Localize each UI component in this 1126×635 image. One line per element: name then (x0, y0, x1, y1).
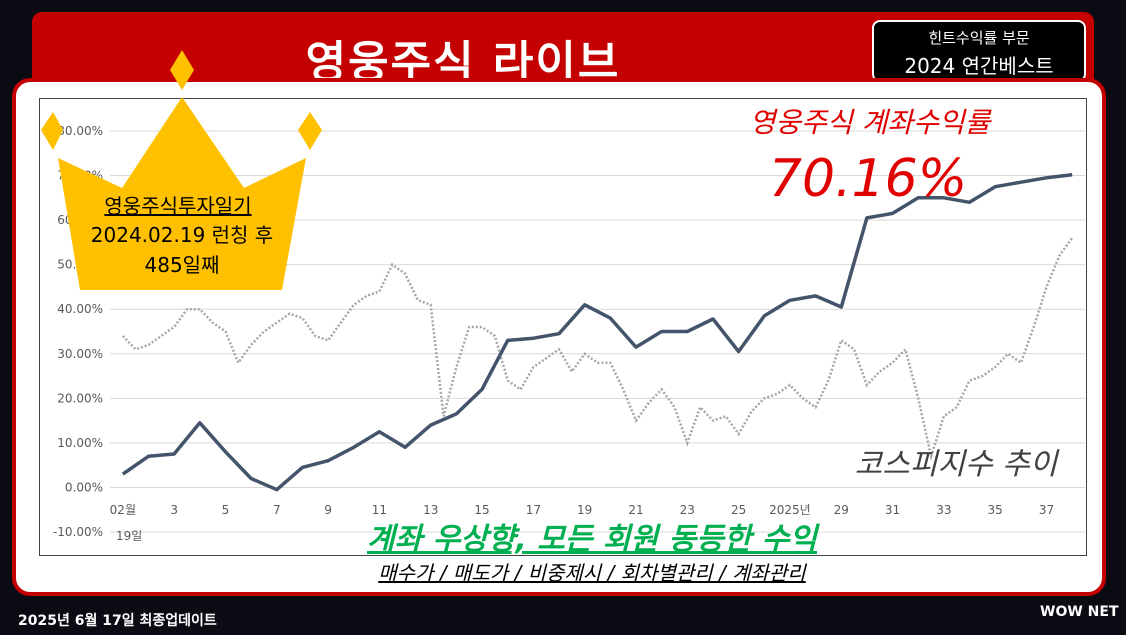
chart-gridlines (110, 130, 1085, 533)
wownet-logo: WOW NET (1040, 604, 1119, 620)
crown-launch-date: 2024.02.19 런칭 후 (91, 223, 273, 247)
crown-gem-left (41, 112, 63, 150)
x-tick-label: 23 (680, 503, 695, 517)
x-tick-label: 02월 (110, 503, 136, 517)
logo-text: WOW NET (1040, 604, 1119, 620)
x-axis-sublabel: 19일 (116, 529, 142, 543)
y-tick-label: 0.00% (65, 480, 103, 494)
x-tick-label: 37 (1039, 503, 1054, 517)
y-tick-label: 80.00% (57, 124, 103, 138)
x-tick-label: 9 (324, 503, 332, 517)
x-tick-label: 13 (423, 503, 438, 517)
crown-day-count: 485일째 (145, 253, 220, 277)
crown-graphic: 영웅주식투자일기 2024.02.19 런칭 후 485일째 (41, 50, 322, 290)
x-tick-label: 2025년 (769, 503, 811, 517)
y-tick-label: 10.00% (57, 436, 103, 450)
x-tick-label: 29 (834, 503, 849, 517)
crown-gem-center (170, 50, 194, 90)
kospi-series-line (121, 237, 1074, 462)
x-tick-label: 19 (577, 503, 592, 517)
x-tick-label: 5 (222, 503, 230, 517)
return-label: 영웅주식 계좌수익률 (750, 106, 993, 139)
crown-title: 영웅주식투자일기 (104, 194, 251, 218)
y-tick-label: 40.00% (57, 302, 103, 316)
award-badge-category: 힌트수익률 부문 (928, 29, 1030, 47)
x-tick-label: 7 (273, 503, 281, 517)
y-tick-label: 30.00% (57, 347, 103, 361)
x-tick-label: 17 (526, 503, 541, 517)
award-badge: 힌트수익률 부문 2024 연간베스트 (872, 20, 1086, 82)
update-date-footer: 2025년 6월 17일 최종업데이트 (18, 613, 217, 629)
x-tick-label: 33 (936, 503, 951, 517)
slogan: 계좌 우상향, 모든 회원 동등한 수익 (367, 522, 820, 557)
x-tick-label: 15 (474, 503, 489, 517)
x-axis-ticks: 02월 3 5 7 9 11 13 15 17 19 21 23 25 2025년 29 31 33 35 37 (110, 503, 1054, 517)
x-tick-label: 21 (628, 503, 643, 517)
award-badge-title: 2024 연간베스트 (904, 54, 1054, 78)
crown-shape (58, 97, 306, 290)
x-tick-label: 3 (170, 503, 178, 517)
x-tick-label: 31 (885, 503, 900, 517)
sub-slogan: 매수가 / 매도가 / 비중제시 / 회차별관리 / 계좌관리 (378, 561, 807, 585)
y-tick-label: -10.00% (53, 525, 103, 539)
account-return-series-line (121, 173, 1073, 492)
y-tick-label: 20.00% (57, 391, 103, 405)
kospi-label: 코스피지수 추이 (855, 447, 1060, 482)
x-tick-label: 35 (988, 503, 1003, 517)
crown-gem-right (298, 112, 322, 150)
return-value: 70.16% (769, 149, 967, 209)
x-tick-label: 11 (372, 503, 387, 517)
x-tick-label: 25 (731, 503, 746, 517)
